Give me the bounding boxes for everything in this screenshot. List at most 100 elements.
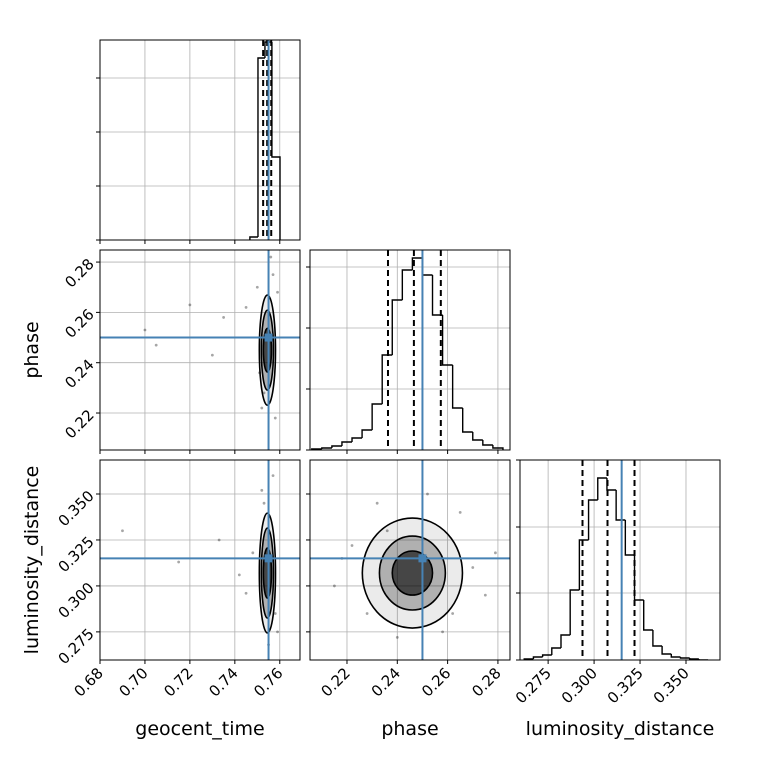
sample-point <box>260 406 264 410</box>
y-tick-label: 0.26 <box>61 305 97 341</box>
panel-frame <box>99 249 301 451</box>
sample-point <box>177 560 181 564</box>
hist-bin <box>249 236 258 240</box>
hist-bin <box>264 41 272 58</box>
sample-point <box>350 544 354 547</box>
panel <box>310 460 510 660</box>
panel-frame <box>99 459 301 661</box>
y-tick-label: 0.275 <box>55 625 98 668</box>
sample-point <box>143 328 147 332</box>
hist-bin <box>698 659 709 660</box>
panel-frame <box>519 459 721 661</box>
hist-bin <box>462 408 473 433</box>
x-tick-label: 0.300 <box>558 664 601 707</box>
hist-bin <box>652 630 663 647</box>
x-tick-label: 0.72 <box>160 664 196 700</box>
sample-point <box>375 501 379 505</box>
hist-bin <box>679 657 690 659</box>
truth-marker <box>264 333 273 342</box>
panel-frame <box>99 39 301 241</box>
sample-point <box>451 612 455 615</box>
hist-bin <box>587 499 598 540</box>
hist-bin <box>643 600 653 631</box>
hist-bin <box>482 440 493 446</box>
y-tick-label: 0.325 <box>55 533 98 576</box>
sample-point <box>271 474 275 478</box>
sample-point <box>210 353 214 357</box>
sample-point <box>251 551 255 555</box>
hist-bin <box>341 441 353 446</box>
hist-bin <box>569 589 580 635</box>
sample-point <box>385 529 389 533</box>
sample-point <box>276 290 279 294</box>
y-tick-label: 0.24 <box>61 356 97 392</box>
hist-bin <box>421 258 433 276</box>
sample-point <box>276 630 279 634</box>
hist-bin <box>321 447 332 449</box>
x-tick-label: 0.68 <box>70 664 106 700</box>
sample-point <box>458 510 462 514</box>
x-tick-label: 0.74 <box>205 664 241 700</box>
hist-bin <box>391 299 403 355</box>
sample-point <box>262 501 266 505</box>
hist-bin <box>451 365 463 409</box>
hist-bin <box>532 656 543 659</box>
hist-bin <box>541 654 552 657</box>
panel <box>100 40 300 240</box>
sample-point <box>441 630 444 634</box>
y-tick-label: 0.22 <box>61 406 97 442</box>
x-tick-label: 0.350 <box>650 664 693 707</box>
x-tick-label: 0.26 <box>418 664 454 700</box>
sample-point <box>483 593 487 597</box>
sample-point <box>426 492 429 496</box>
panel <box>100 250 300 450</box>
hist-bin <box>411 257 423 270</box>
panel <box>310 250 510 450</box>
sample-point <box>244 591 248 595</box>
x-tick-label: 0.275 <box>512 664 555 707</box>
hist-bin <box>472 432 483 441</box>
sample-point <box>217 538 221 542</box>
hist-bin <box>661 646 672 655</box>
sample-point <box>269 255 273 259</box>
y-tick-label: 0.350 <box>55 487 98 530</box>
hist-bin <box>624 520 635 556</box>
x-axis-label: phase <box>381 718 438 740</box>
hist-bin <box>688 658 699 660</box>
sample-point <box>395 635 399 639</box>
sample-point <box>494 551 497 555</box>
hist-bin <box>361 429 373 438</box>
x-tick-label: 0.70 <box>115 664 151 700</box>
truth-marker <box>418 554 427 563</box>
sample-point <box>244 305 248 309</box>
panel-frame <box>309 459 511 661</box>
sample-point <box>260 488 264 492</box>
sample-point <box>121 529 124 533</box>
sample-point <box>271 273 275 277</box>
x-axis-label: luminosity_distance <box>526 718 715 740</box>
x-axis-label: geocent_time <box>135 718 264 740</box>
sample-point <box>273 612 277 615</box>
x-tick-label: 0.325 <box>604 664 647 707</box>
hist-bin <box>371 403 383 430</box>
sample-point <box>255 285 259 289</box>
y-axis-label: luminosity_distance <box>21 466 43 655</box>
sample-point <box>333 584 336 588</box>
hist-bin <box>597 477 607 500</box>
sample-point <box>222 316 225 319</box>
panel-frame <box>309 249 511 451</box>
hist-bin <box>351 437 363 442</box>
panel <box>100 460 300 660</box>
y-axis-label: phase <box>21 321 43 378</box>
y-tick-label: 0.300 <box>55 579 98 622</box>
hist-bin <box>257 57 265 237</box>
hist-bin <box>401 269 413 300</box>
hist-bin <box>551 647 561 655</box>
panel <box>520 460 720 660</box>
hist-bin <box>670 654 681 658</box>
y-tick-label: 0.28 <box>61 255 97 291</box>
truth-marker <box>264 554 273 563</box>
sample-point <box>188 303 192 307</box>
x-tick-label: 0.22 <box>317 664 353 700</box>
